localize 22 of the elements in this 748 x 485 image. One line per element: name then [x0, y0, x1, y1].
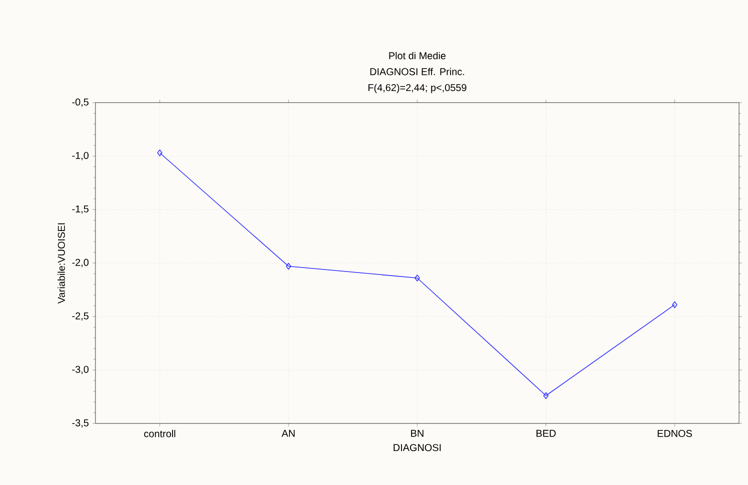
y-tick-label: -1,0	[72, 152, 89, 160]
point	[157, 149, 162, 156]
x-tick-label: controll	[144, 430, 176, 438]
x-tick-label: BED	[536, 430, 556, 437]
chart-subtitle: DIAGNOSI Eff. Princ.	[370, 68, 464, 76]
x-tick-label: BN	[411, 430, 424, 437]
x-axis-title: DIAGNOSI	[394, 444, 441, 452]
y-tick-label: -0,5	[72, 98, 89, 107]
chart-title: Plot di Medie	[389, 52, 446, 60]
point	[286, 262, 292, 270]
y-tick-label: -3,5	[72, 419, 89, 428]
text: F(4,62)=2,44; p<,0559	[368, 84, 466, 94]
point	[543, 392, 549, 399]
x-tick-label: EDNOS	[658, 430, 692, 437]
point	[672, 301, 678, 308]
y-tick-label: -1,5	[72, 205, 89, 214]
y-tick-label: -3,0	[72, 366, 89, 374]
x-tick-label: AN	[282, 430, 295, 437]
y-tick-label: -2,0	[72, 258, 89, 268]
point	[414, 274, 420, 282]
y-axis-title: Variabile:VUOISEI	[58, 223, 65, 304]
y-tick-label: -2,5	[72, 312, 89, 321]
